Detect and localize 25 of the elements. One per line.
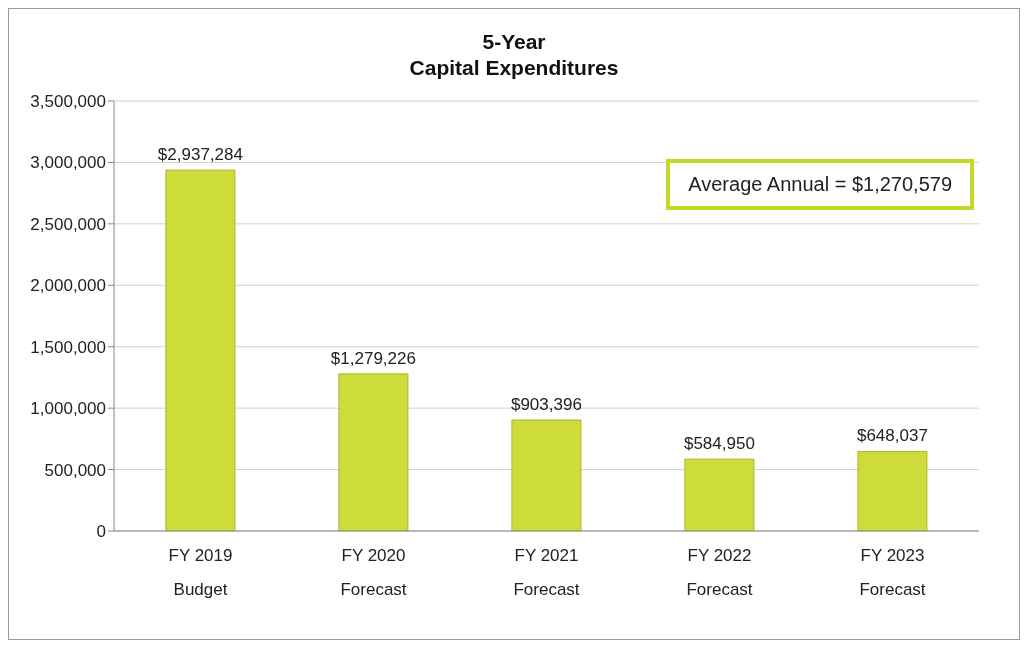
y-tick-label: 2,000,000 (30, 276, 106, 296)
x-tick-label: FY 2019 Budget (168, 546, 233, 599)
data-label: $1,279,226 (330, 348, 416, 368)
x-tick-label: FY 2023 Forecast (859, 546, 926, 599)
y-tick-label: 3,500,000 (30, 92, 106, 112)
bar (857, 450, 928, 531)
bar (165, 169, 236, 531)
data-label: $2,937,284 (157, 145, 243, 165)
x-tick-label: FY 2022 Forecast (686, 546, 753, 599)
y-tick-label: 500,000 (44, 460, 106, 480)
data-label: $584,950 (683, 434, 755, 454)
y-tick-label: 1,500,000 (30, 337, 106, 357)
y-tick-label: 3,000,000 (30, 153, 106, 173)
annotation: Average Annual = $1,270,579 (666, 159, 974, 210)
y-tick-label: 0 (96, 522, 106, 542)
chart-title: 5-Year Capital Expenditures (408, 29, 620, 81)
x-tick-label: FY 2020 Forecast (340, 546, 407, 599)
y-tick-label: 1,000,000 (30, 399, 106, 419)
x-tick-label: FY 2021 Forecast (513, 546, 580, 599)
bar (338, 373, 409, 531)
data-label: $648,037 (856, 426, 928, 446)
bar (684, 458, 755, 531)
bar (511, 419, 582, 531)
y-tick-label: 2,500,000 (30, 214, 106, 234)
data-label: $903,396 (510, 395, 582, 415)
